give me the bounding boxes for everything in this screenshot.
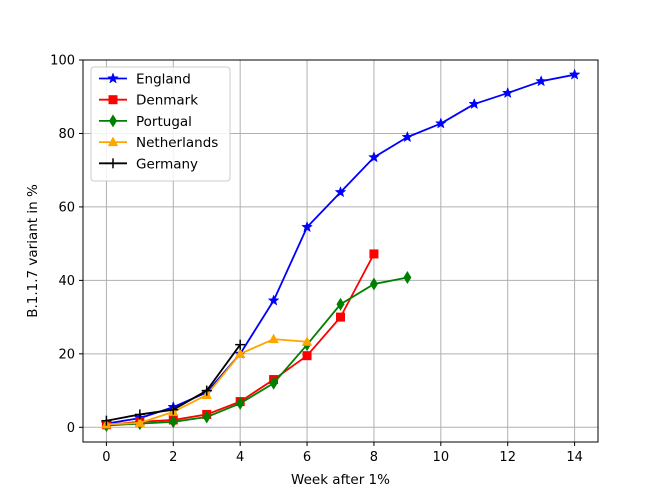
legend-label: Portugal: [136, 114, 192, 130]
x-tick-label: 10: [433, 450, 450, 465]
data-point-england: [434, 117, 447, 129]
data-point-netherlands: [301, 336, 313, 346]
data-point-england: [267, 294, 280, 306]
x-tick-label: 2: [169, 450, 177, 465]
data-point-england: [468, 97, 481, 110]
x-tick-label: 6: [303, 450, 311, 465]
series-germany: [101, 339, 246, 426]
legend: England Denmark Portugal Netherlands Germany: [90, 66, 231, 182]
data-point-portugal: [269, 376, 278, 390]
data-point-england: [401, 130, 414, 143]
legend-marker: [108, 158, 118, 169]
data-point-england: [535, 75, 548, 87]
legend-marker: [107, 72, 119, 84]
data-point-germany: [168, 404, 179, 415]
data-point-portugal: [369, 277, 378, 291]
x-tick-label: 4: [236, 450, 244, 465]
series-lines: [100, 68, 581, 432]
data-point-netherlands: [234, 348, 246, 358]
legend-marker: [109, 114, 117, 128]
legend-label: Denmark: [136, 93, 198, 109]
legend-item-england: England: [99, 72, 191, 88]
y-tick-label: 100: [50, 54, 75, 69]
data-point-netherlands: [268, 333, 279, 344]
data-point-portugal: [169, 415, 178, 429]
y-tick-label: 0: [67, 421, 75, 436]
y-tick-label: 60: [58, 200, 75, 215]
series-portugal: [102, 270, 412, 432]
data-point-portugal: [236, 396, 245, 410]
legend-box: [90, 66, 231, 182]
legend-item-portugal: Portugal: [99, 114, 192, 130]
legend-label: England: [136, 72, 191, 88]
data-point-netherlands: [134, 417, 146, 427]
x-axis-label: Week after 1%: [291, 472, 390, 488]
x-tick-label: 0: [102, 450, 110, 465]
series-line-portugal: [106, 276, 408, 427]
data-point-portugal: [202, 410, 211, 424]
data-point-portugal: [403, 270, 412, 284]
data-point-germany: [101, 415, 112, 426]
y-tick-label: 40: [58, 274, 75, 289]
data-point-denmark: [369, 249, 379, 259]
legend-item-denmark: Denmark: [99, 93, 198, 109]
data-point-portugal: [336, 297, 345, 311]
data-point-england: [301, 220, 313, 233]
legend-label: Netherlands: [136, 135, 218, 151]
x-tick-label: 14: [566, 450, 583, 465]
y-tick-label: 80: [58, 127, 75, 142]
data-point-germany: [201, 385, 212, 396]
data-point-germany: [235, 339, 246, 350]
data-point-england: [368, 151, 380, 163]
data-point-germany: [134, 409, 145, 420]
data-point-england: [568, 68, 581, 80]
data-point-england: [334, 186, 347, 198]
legend-marker: [108, 95, 118, 105]
plot-frame: [82, 59, 599, 443]
data-point-denmark: [336, 312, 345, 322]
y-axis-label: B.1.1.7 variant in %: [25, 184, 41, 318]
legend-item-netherlands: Netherlands: [99, 135, 218, 151]
axis-ticks: 0 2 4 6 8 10 12 14 0 20 40 60 80 100: [50, 54, 583, 466]
legend-label: Germany: [136, 156, 198, 172]
x-tick-label: 12: [499, 450, 516, 465]
x-tick-label: 8: [370, 450, 378, 465]
data-point-denmark: [302, 351, 312, 361]
y-tick-label: 20: [58, 347, 75, 362]
legend-item-germany: Germany: [99, 156, 198, 172]
legend-marker: [107, 136, 119, 147]
data-point-england: [501, 86, 514, 99]
